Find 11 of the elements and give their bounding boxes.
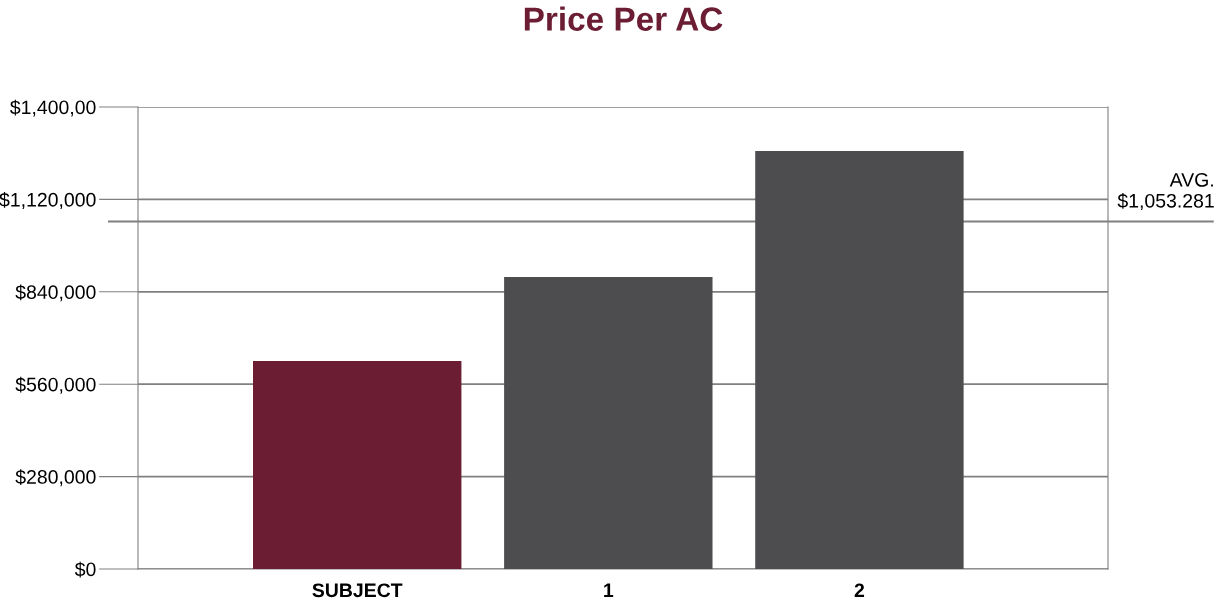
x-tick-label: 1	[604, 583, 614, 597]
y-tick-label: $560,000	[15, 376, 96, 394]
y-tick-label: $0	[74, 561, 96, 578]
x-tick-label: 2	[854, 583, 865, 597]
y-tick-label: $280,000	[15, 469, 96, 487]
y-tick-label: $1,400,00	[10, 99, 96, 117]
x-tick-label: SUBJECT	[312, 583, 403, 598]
y-tick-label: $1,120,000	[0, 192, 96, 209]
ref-line-label: AVG. $1,053.281	[1117, 172, 1214, 210]
chart-title: Price Per AC	[524, 6, 723, 31]
y-tick-label: $840,000	[15, 284, 96, 302]
